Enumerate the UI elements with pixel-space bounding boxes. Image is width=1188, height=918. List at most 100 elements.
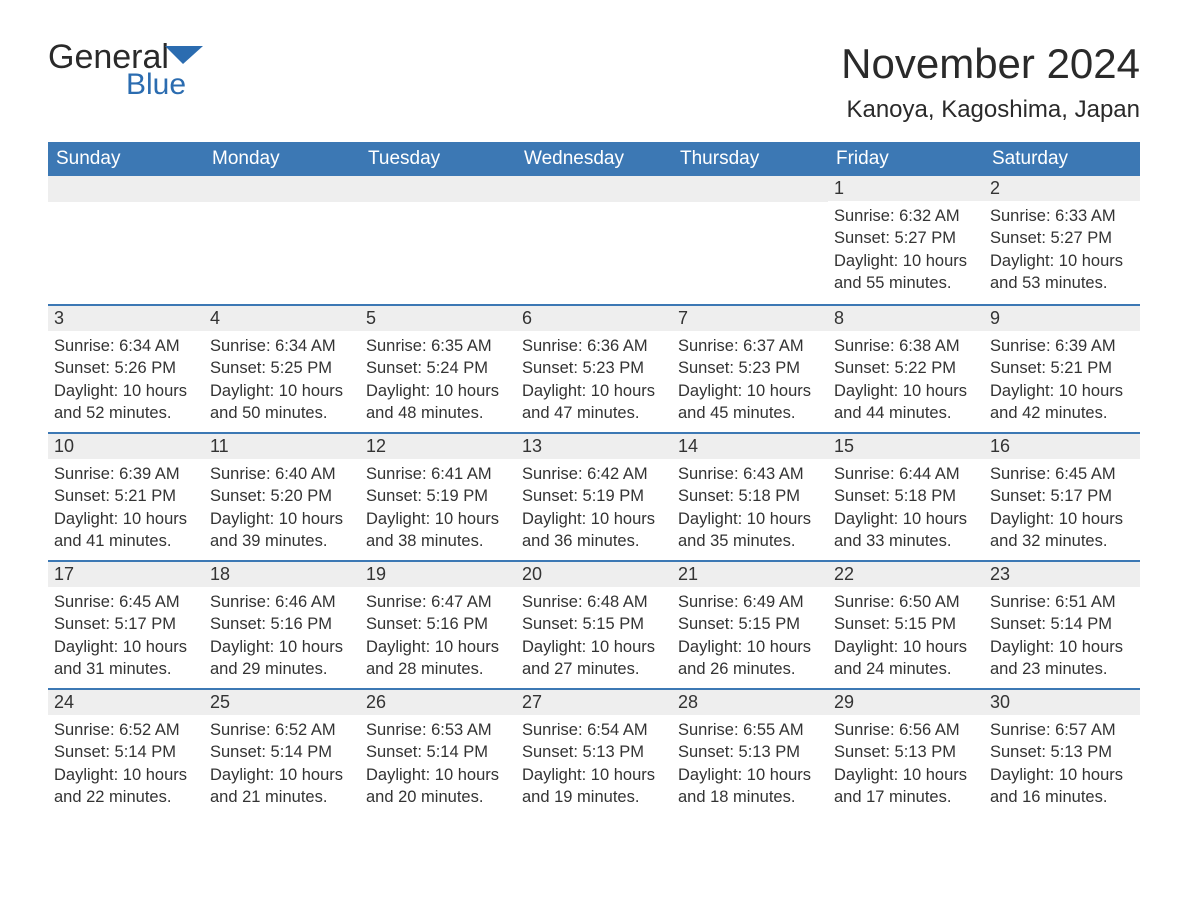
daylight-text: Daylight: 10 hours and 22 minutes. (54, 764, 198, 809)
day-number: 7 (672, 304, 828, 331)
calendar-day-cell: 16Sunrise: 6:45 AMSunset: 5:17 PMDayligh… (984, 432, 1140, 560)
calendar-day-cell: 20Sunrise: 6:48 AMSunset: 5:15 PMDayligh… (516, 560, 672, 688)
calendar-week-row: 10Sunrise: 6:39 AMSunset: 5:21 PMDayligh… (48, 432, 1140, 560)
daylight-text: Daylight: 10 hours and 24 minutes. (834, 636, 978, 681)
sunrise-text: Sunrise: 6:48 AM (522, 591, 666, 613)
calendar-body: 1Sunrise: 6:32 AMSunset: 5:27 PMDaylight… (48, 176, 1140, 816)
month-title: November 2024 (841, 40, 1140, 88)
sunrise-text: Sunrise: 6:47 AM (366, 591, 510, 613)
sunrise-text: Sunrise: 6:38 AM (834, 335, 978, 357)
day-info: Sunrise: 6:50 AMSunset: 5:15 PMDaylight:… (828, 587, 984, 686)
weekday-header: Monday (204, 142, 360, 176)
day-number: 11 (204, 432, 360, 459)
weekday-header: Saturday (984, 142, 1140, 176)
sunset-text: Sunset: 5:27 PM (990, 227, 1134, 249)
sunrise-text: Sunrise: 6:53 AM (366, 719, 510, 741)
title-block: November 2024 Kanoya, Kagoshima, Japan (841, 40, 1140, 124)
daylight-text: Daylight: 10 hours and 16 minutes. (990, 764, 1134, 809)
daylight-text: Daylight: 10 hours and 48 minutes. (366, 380, 510, 425)
sunrise-text: Sunrise: 6:50 AM (834, 591, 978, 613)
sunset-text: Sunset: 5:13 PM (990, 741, 1134, 763)
brand-logo: General Blue (48, 40, 209, 100)
day-number: 25 (204, 688, 360, 715)
sunrise-text: Sunrise: 6:45 AM (990, 463, 1134, 485)
day-number: 10 (48, 432, 204, 459)
sunset-text: Sunset: 5:14 PM (366, 741, 510, 763)
sunset-text: Sunset: 5:16 PM (210, 613, 354, 635)
calendar-day-cell: 26Sunrise: 6:53 AMSunset: 5:14 PMDayligh… (360, 688, 516, 816)
daylight-text: Daylight: 10 hours and 29 minutes. (210, 636, 354, 681)
daylight-text: Daylight: 10 hours and 20 minutes. (366, 764, 510, 809)
calendar-day-cell: 11Sunrise: 6:40 AMSunset: 5:20 PMDayligh… (204, 432, 360, 560)
calendar-day-cell: 17Sunrise: 6:45 AMSunset: 5:17 PMDayligh… (48, 560, 204, 688)
day-number: 20 (516, 560, 672, 587)
empty-day-header (672, 176, 828, 202)
day-number: 21 (672, 560, 828, 587)
sunrise-text: Sunrise: 6:44 AM (834, 463, 978, 485)
daylight-text: Daylight: 10 hours and 50 minutes. (210, 380, 354, 425)
calendar-week-row: 24Sunrise: 6:52 AMSunset: 5:14 PMDayligh… (48, 688, 1140, 816)
sunrise-text: Sunrise: 6:46 AM (210, 591, 354, 613)
day-number: 30 (984, 688, 1140, 715)
day-info: Sunrise: 6:45 AMSunset: 5:17 PMDaylight:… (48, 587, 204, 686)
sunset-text: Sunset: 5:17 PM (990, 485, 1134, 507)
day-info: Sunrise: 6:44 AMSunset: 5:18 PMDaylight:… (828, 459, 984, 558)
calendar-week-row: 1Sunrise: 6:32 AMSunset: 5:27 PMDaylight… (48, 176, 1140, 304)
day-info: Sunrise: 6:49 AMSunset: 5:15 PMDaylight:… (672, 587, 828, 686)
day-number: 13 (516, 432, 672, 459)
day-info: Sunrise: 6:55 AMSunset: 5:13 PMDaylight:… (672, 715, 828, 814)
sunset-text: Sunset: 5:13 PM (678, 741, 822, 763)
daylight-text: Daylight: 10 hours and 19 minutes. (522, 764, 666, 809)
day-info: Sunrise: 6:45 AMSunset: 5:17 PMDaylight:… (984, 459, 1140, 558)
calendar-day-cell: 1Sunrise: 6:32 AMSunset: 5:27 PMDaylight… (828, 176, 984, 304)
calendar-table: SundayMondayTuesdayWednesdayThursdayFrid… (48, 142, 1140, 816)
calendar-header-row: SundayMondayTuesdayWednesdayThursdayFrid… (48, 142, 1140, 176)
calendar-day-cell (204, 176, 360, 304)
day-info: Sunrise: 6:53 AMSunset: 5:14 PMDaylight:… (360, 715, 516, 814)
sunrise-text: Sunrise: 6:42 AM (522, 463, 666, 485)
calendar-day-cell (48, 176, 204, 304)
calendar-day-cell: 4Sunrise: 6:34 AMSunset: 5:25 PMDaylight… (204, 304, 360, 432)
sunrise-text: Sunrise: 6:52 AM (54, 719, 198, 741)
sunrise-text: Sunrise: 6:51 AM (990, 591, 1134, 613)
day-info: Sunrise: 6:56 AMSunset: 5:13 PMDaylight:… (828, 715, 984, 814)
calendar-day-cell: 7Sunrise: 6:37 AMSunset: 5:23 PMDaylight… (672, 304, 828, 432)
sunset-text: Sunset: 5:17 PM (54, 613, 198, 635)
sunset-text: Sunset: 5:26 PM (54, 357, 198, 379)
day-number: 16 (984, 432, 1140, 459)
daylight-text: Daylight: 10 hours and 45 minutes. (678, 380, 822, 425)
sunrise-text: Sunrise: 6:33 AM (990, 205, 1134, 227)
empty-day-header (204, 176, 360, 202)
calendar-week-row: 3Sunrise: 6:34 AMSunset: 5:26 PMDaylight… (48, 304, 1140, 432)
day-info: Sunrise: 6:54 AMSunset: 5:13 PMDaylight:… (516, 715, 672, 814)
day-info: Sunrise: 6:35 AMSunset: 5:24 PMDaylight:… (360, 331, 516, 430)
sunset-text: Sunset: 5:14 PM (54, 741, 198, 763)
sunrise-text: Sunrise: 6:52 AM (210, 719, 354, 741)
day-info: Sunrise: 6:39 AMSunset: 5:21 PMDaylight:… (984, 331, 1140, 430)
day-number: 29 (828, 688, 984, 715)
day-info: Sunrise: 6:40 AMSunset: 5:20 PMDaylight:… (204, 459, 360, 558)
calendar-day-cell: 14Sunrise: 6:43 AMSunset: 5:18 PMDayligh… (672, 432, 828, 560)
calendar-day-cell: 12Sunrise: 6:41 AMSunset: 5:19 PMDayligh… (360, 432, 516, 560)
day-number: 18 (204, 560, 360, 587)
day-info: Sunrise: 6:52 AMSunset: 5:14 PMDaylight:… (204, 715, 360, 814)
day-info: Sunrise: 6:48 AMSunset: 5:15 PMDaylight:… (516, 587, 672, 686)
daylight-text: Daylight: 10 hours and 38 minutes. (366, 508, 510, 553)
sunrise-text: Sunrise: 6:49 AM (678, 591, 822, 613)
sunrise-text: Sunrise: 6:43 AM (678, 463, 822, 485)
sunrise-text: Sunrise: 6:56 AM (834, 719, 978, 741)
day-number: 3 (48, 304, 204, 331)
day-info: Sunrise: 6:34 AMSunset: 5:25 PMDaylight:… (204, 331, 360, 430)
sunrise-text: Sunrise: 6:32 AM (834, 205, 978, 227)
daylight-text: Daylight: 10 hours and 53 minutes. (990, 250, 1134, 295)
sunrise-text: Sunrise: 6:54 AM (522, 719, 666, 741)
location-subtitle: Kanoya, Kagoshima, Japan (841, 96, 1140, 124)
calendar-day-cell (360, 176, 516, 304)
sunset-text: Sunset: 5:19 PM (522, 485, 666, 507)
day-info: Sunrise: 6:42 AMSunset: 5:19 PMDaylight:… (516, 459, 672, 558)
calendar-day-cell: 5Sunrise: 6:35 AMSunset: 5:24 PMDaylight… (360, 304, 516, 432)
sunrise-text: Sunrise: 6:36 AM (522, 335, 666, 357)
empty-day-header (48, 176, 204, 202)
day-number: 15 (828, 432, 984, 459)
sunrise-text: Sunrise: 6:41 AM (366, 463, 510, 485)
